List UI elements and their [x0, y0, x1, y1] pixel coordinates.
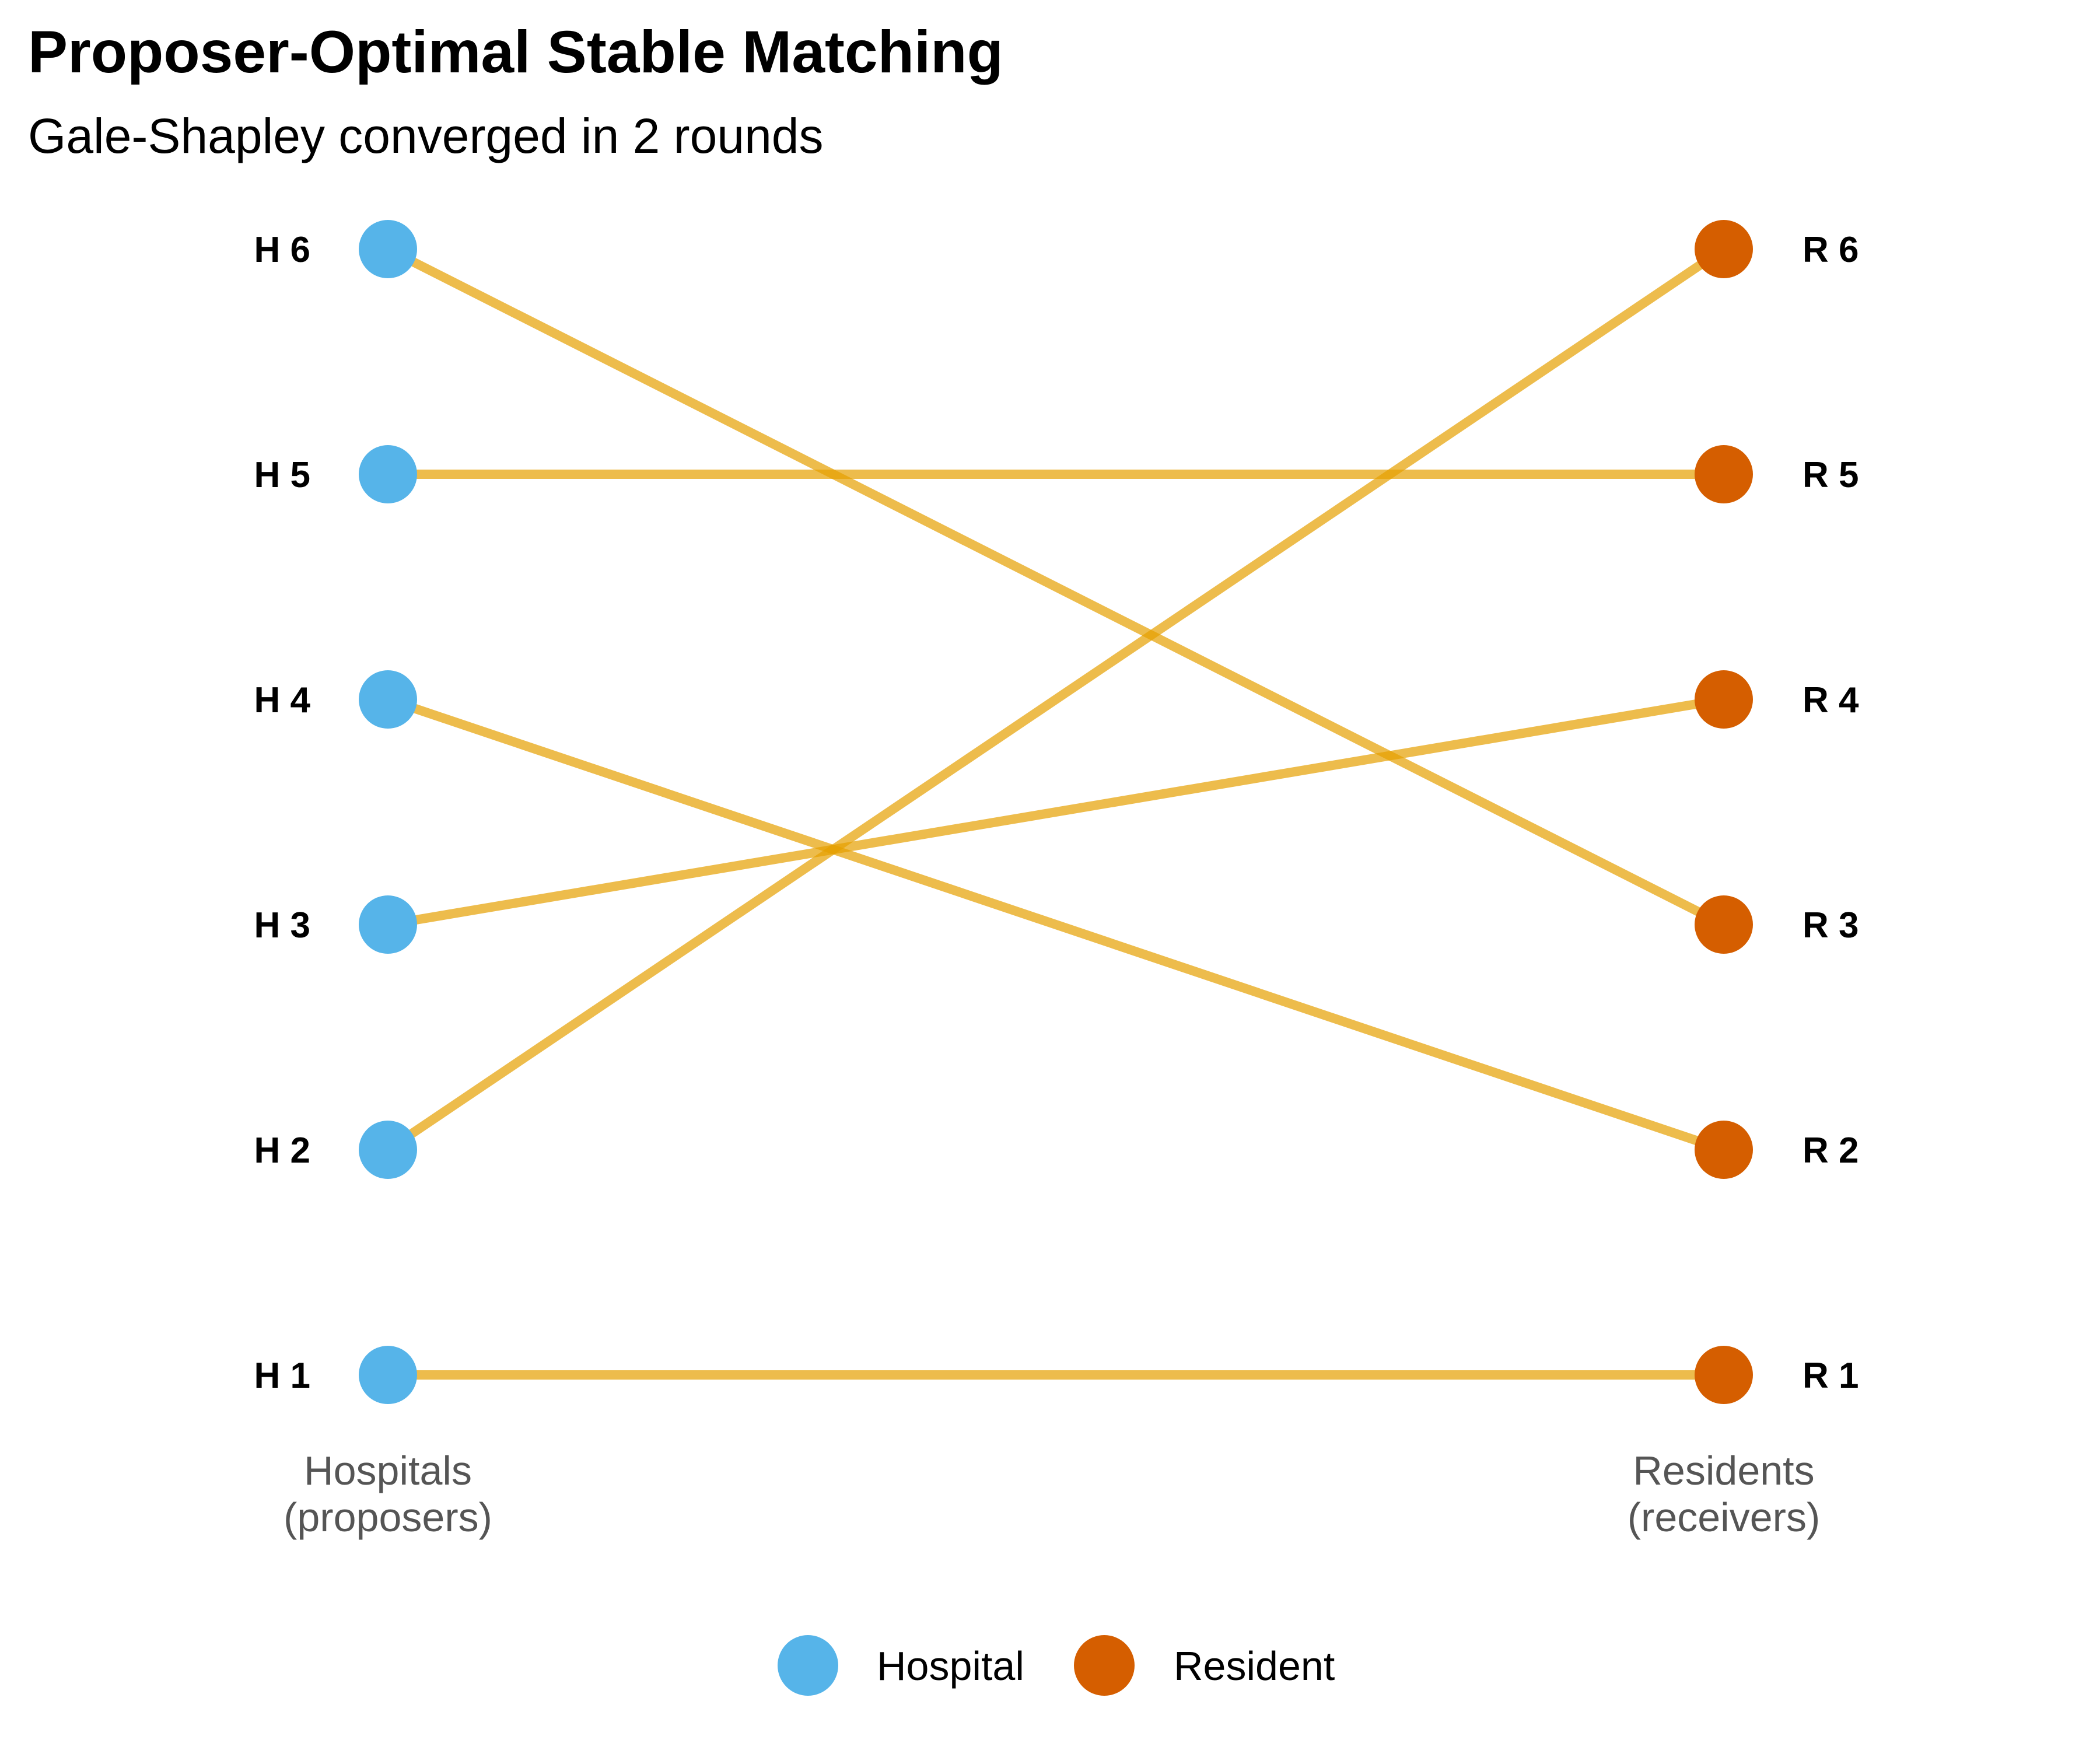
resident-node-4 [1695, 670, 1753, 729]
diagram-nodes [359, 220, 1753, 1404]
legend-resident-label: Resident [1174, 1643, 1335, 1689]
resident-label-6: R 6 [1803, 230, 1859, 270]
legend-hospital-label: Hospital [877, 1643, 1024, 1689]
hospital-label-5: H 5 [254, 455, 310, 495]
hospital-node-3 [359, 895, 417, 954]
proposers-group-label: Hospitals [304, 1448, 472, 1493]
resident-label-3: R 3 [1803, 905, 1859, 946]
resident-node-2 [1695, 1121, 1753, 1179]
legend-resident-swatch [1074, 1635, 1135, 1696]
hospital-label-4: H 4 [254, 680, 311, 720]
match-edge-h2-r6 [383, 244, 1728, 1154]
resident-label-5: R 5 [1803, 455, 1859, 495]
resident-label-1: R 1 [1803, 1356, 1859, 1396]
hospital-label-1: H 1 [254, 1356, 310, 1396]
chart-subtitle: Gale-Shapley converged in 2 rounds [28, 108, 824, 163]
resident-label-4: R 4 [1803, 680, 1859, 720]
matching-edges [383, 244, 1728, 1380]
hospital-node-6 [359, 220, 417, 278]
resident-label-2: R 2 [1803, 1130, 1859, 1171]
hospital-node-4 [359, 670, 417, 729]
resident-node-6 [1695, 220, 1753, 278]
resident-node-5 [1695, 445, 1753, 503]
match-edge-h6-r3 [383, 244, 1728, 929]
chart-title: Proposer-Optimal Stable Matching [28, 19, 1003, 85]
hospital-label-2: H 2 [254, 1130, 310, 1171]
match-edge-h4-r2 [383, 695, 1728, 1154]
hospital-label-6: H 6 [254, 230, 310, 270]
resident-node-1 [1695, 1346, 1753, 1404]
node-labels: H 1 H 2 H 3 H 4 H 5 H 6 R 1 R 2 R 3 R 4 R 5 R 6 [254, 230, 1859, 1396]
proposers-group-sublabel: (proposers) [284, 1494, 492, 1540]
hospital-node-2 [359, 1121, 417, 1179]
receivers-group-sublabel: (receivers) [1628, 1494, 1821, 1540]
legend: Hospital Resident [778, 1635, 1335, 1696]
match-edge-h3-r4 [383, 695, 1728, 929]
receivers-group-label: Residents [1633, 1448, 1814, 1493]
hospital-node-5 [359, 445, 417, 503]
resident-node-3 [1695, 895, 1753, 954]
hospital-label-3: H 3 [254, 905, 310, 946]
hospital-node-1 [359, 1346, 417, 1404]
legend-hospital-swatch [778, 1635, 838, 1696]
